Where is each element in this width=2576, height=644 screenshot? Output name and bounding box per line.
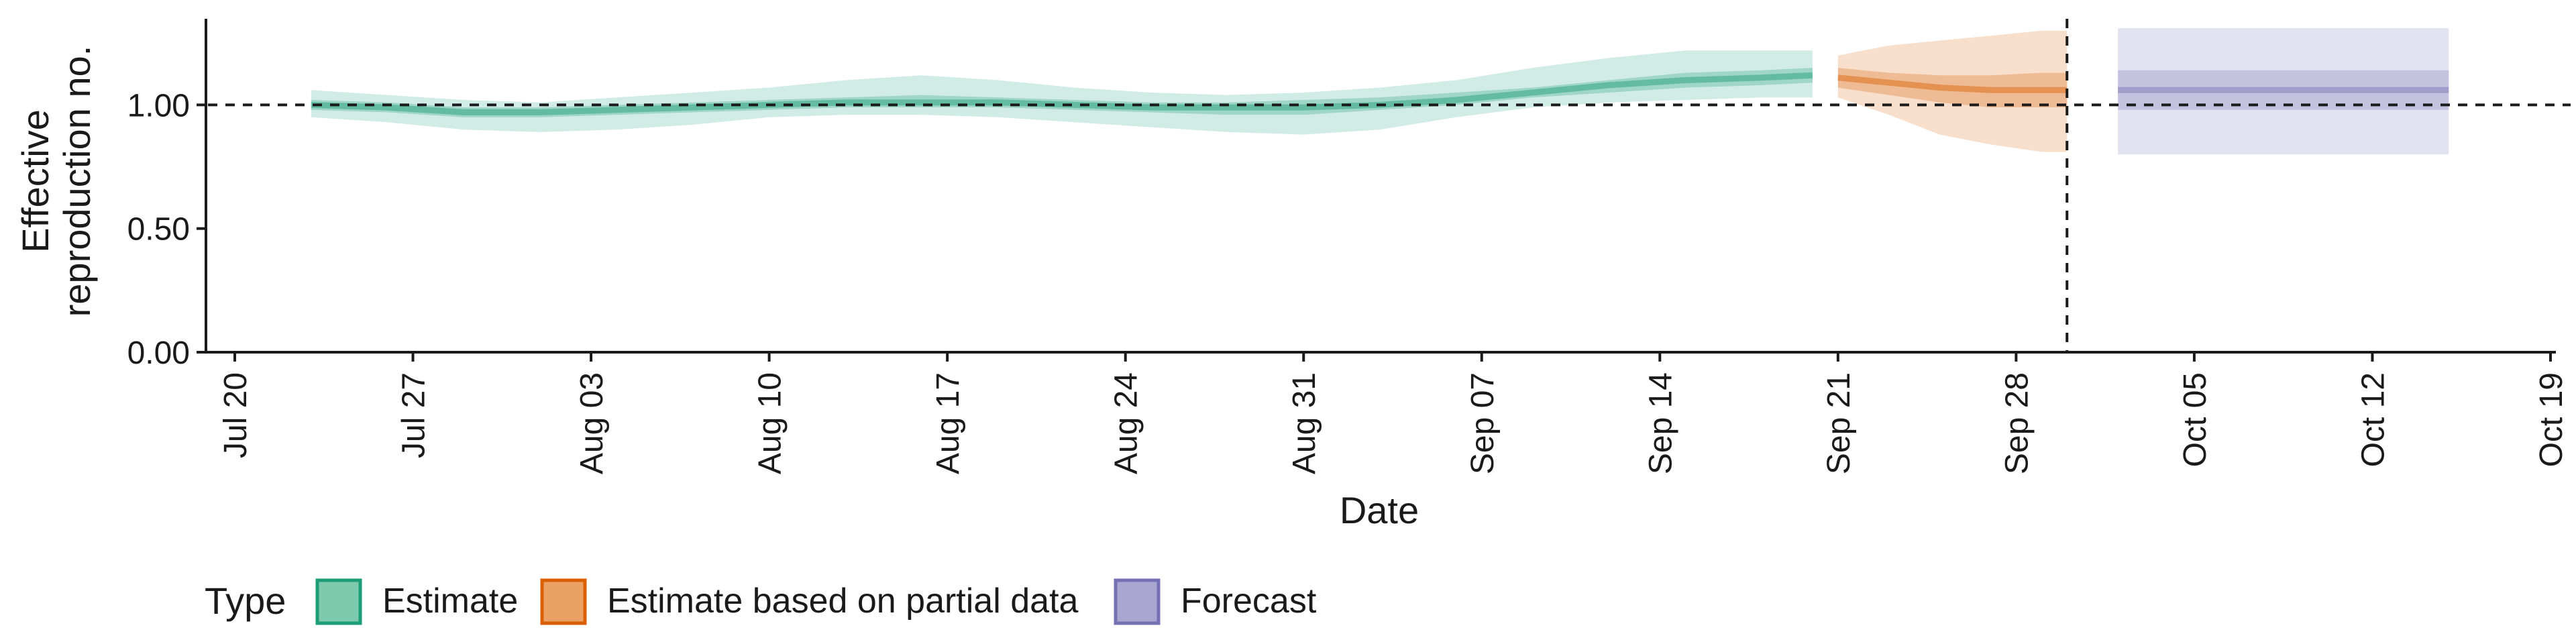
x-tick-label: Sep 14 (1643, 372, 1678, 474)
x-tick-label: Jul 27 (396, 372, 432, 458)
median-line-estimate-based-on-partial-data (1837, 74, 2068, 93)
x-tick-label: Aug 24 (1109, 372, 1144, 474)
reference-lines (208, 19, 2571, 352)
band-50-forecast (2118, 70, 2449, 110)
x-tick-label: Sep 07 (1465, 372, 1501, 474)
x-tick-label: Jul 20 (218, 372, 254, 458)
x-tick-label: Aug 10 (753, 372, 788, 474)
y-tick-label: 1.00 (127, 88, 190, 123)
x-tick-label: Aug 17 (930, 372, 966, 474)
x-tick-label: Sep 28 (1999, 372, 2035, 474)
band-50-estimate-based-on-partial-data (1837, 68, 2068, 108)
y-axis-label-line-1: Effective (14, 109, 56, 253)
axes: 0.00 0.50 1.00 Jul 20 Jul 27 Aug 03 Aug 10 Aug … (127, 19, 2569, 474)
legend: Type Estimate Estimate based on partial … (205, 578, 1317, 625)
median-line-estimate (311, 72, 1813, 115)
x-tick-label: Oct 05 (2178, 372, 2213, 467)
y-tick-label: 0.00 (127, 335, 190, 371)
x-tick-label: Aug 03 (574, 372, 610, 474)
y-axis-label: Effective reproduction no. (14, 46, 98, 317)
x-tick-label: Oct 12 (2356, 372, 2392, 467)
legend-swatch-forecast (1114, 578, 1161, 625)
median-lines (311, 72, 2449, 115)
y-axis-label-line-2: reproduction no. (56, 46, 98, 317)
legend-swatch-partial (540, 578, 587, 625)
legend-swatch-estimate (315, 578, 362, 625)
legend-label-partial: Estimate based on partial data (607, 582, 1079, 621)
x-tick-label: Aug 31 (1287, 372, 1322, 474)
legend-title: Type (205, 580, 286, 622)
legend-label-estimate: Estimate (382, 582, 518, 621)
band-90-estimate (311, 50, 1813, 135)
legend-label-forecast: Forecast (1181, 582, 1317, 621)
y-tick-label: 0.50 (127, 212, 190, 248)
band-90-estimate-based-on-partial-data (1837, 30, 2068, 152)
band-90-forecast (2118, 28, 2449, 155)
x-axis-label: Date (1340, 489, 1419, 531)
x-tick-label: Oct 19 (2534, 372, 2569, 467)
x-tick-label: Sep 21 (1821, 372, 1857, 474)
